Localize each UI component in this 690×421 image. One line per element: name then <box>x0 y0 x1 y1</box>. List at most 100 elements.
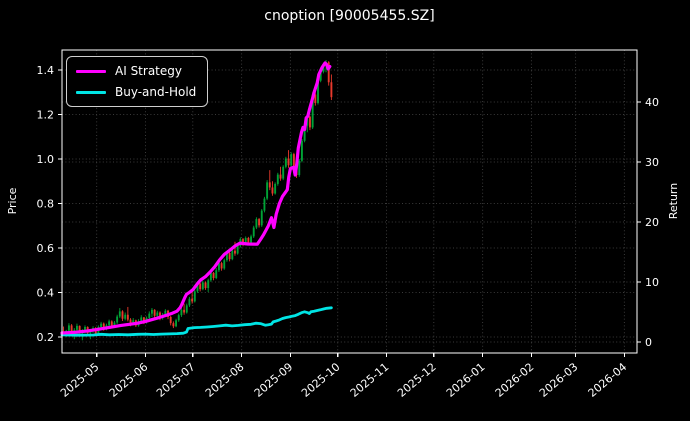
price-tick-label: 0.6 <box>37 242 55 255</box>
candle-down <box>330 82 333 98</box>
candle-down <box>78 325 81 333</box>
chart-title: cnoption [90005455.SZ] <box>264 8 435 24</box>
candle-up <box>108 321 111 326</box>
date-tick-label: 2025-08 <box>203 360 247 400</box>
candle-down <box>70 325 73 333</box>
candle-up <box>217 263 220 271</box>
date-tick-label: 2025-06 <box>107 360 151 400</box>
date-tick-label: 2025-07 <box>154 360 198 400</box>
legend-label-buy-and-hold: Buy-and-Hold <box>115 85 197 99</box>
candle-up <box>116 316 119 323</box>
candle-down <box>220 263 223 269</box>
return-tick-label: 10 <box>645 276 659 289</box>
candle-up <box>100 323 103 327</box>
candle-up <box>274 183 277 194</box>
candle-up <box>236 245 239 254</box>
candle-down <box>279 174 282 179</box>
price-tick-label: 1.0 <box>37 153 55 166</box>
candle-down <box>292 154 295 168</box>
candle-down <box>271 187 274 194</box>
date-tick-label: 2025-10 <box>299 360 343 400</box>
candle-up <box>311 94 314 128</box>
candle-up <box>140 317 143 321</box>
date-tick-label: 2025-12 <box>395 360 439 400</box>
buy-and-hold-line <box>60 306 333 337</box>
candle-down <box>102 323 105 330</box>
candle-up <box>89 331 92 333</box>
date-tick-label: 2026-03 <box>537 360 581 400</box>
candle-up <box>67 325 70 331</box>
candle-up <box>282 166 285 179</box>
price-tick-label: 0.2 <box>37 331 55 344</box>
price-tick-label: 1.2 <box>37 109 55 122</box>
candle-up <box>207 280 210 289</box>
candle-up <box>177 315 180 321</box>
candle-down <box>309 116 311 128</box>
candle-up <box>266 182 269 199</box>
candle-down <box>268 182 271 188</box>
candle-up <box>188 298 191 306</box>
return-tick-label: 40 <box>645 96 659 109</box>
date-tick-label: 2026-04 <box>586 360 630 400</box>
candle-up <box>132 320 135 325</box>
candle-down <box>314 94 317 103</box>
candle-down <box>234 250 236 254</box>
candle-down <box>242 239 244 244</box>
candle-up <box>300 140 303 161</box>
candle-up <box>193 291 196 302</box>
candle-up <box>124 314 127 319</box>
candle-up <box>252 227 255 237</box>
candle-up <box>263 198 266 211</box>
ai-strategy-line <box>60 61 332 335</box>
candle-up <box>290 154 293 166</box>
candle-up <box>201 282 204 290</box>
candle-up <box>255 219 258 228</box>
candle-up <box>180 309 183 316</box>
candle-down <box>183 309 186 313</box>
candle-up <box>319 71 322 81</box>
candle-up <box>298 160 301 176</box>
candle-up <box>260 210 263 226</box>
date-tick-label: 2026-01 <box>444 360 488 400</box>
candle-up <box>84 326 86 331</box>
candle-up <box>250 236 252 243</box>
candle-up <box>151 309 153 314</box>
candle-down <box>159 312 161 319</box>
candle-up <box>156 312 159 316</box>
legend-label-ai-strategy: AI Strategy <box>115 64 182 78</box>
candle-down <box>121 311 124 319</box>
candle-up <box>118 311 121 317</box>
date-tick-label: 2025-11 <box>348 360 392 400</box>
price-axis-label: Price <box>6 187 19 215</box>
candle-up <box>196 283 199 292</box>
legend-item-ai-strategy: AI Strategy <box>76 64 196 78</box>
candle-up <box>164 310 167 315</box>
candle-down <box>327 62 330 83</box>
candle-down <box>153 309 156 316</box>
legend-item-buy-and-hold: Buy-and-Hold <box>76 85 196 99</box>
candle-down <box>258 219 261 226</box>
candle-up <box>185 305 188 313</box>
candle-up <box>303 125 306 141</box>
candle-up <box>223 260 226 269</box>
date-tick-label: 2025-05 <box>58 360 102 400</box>
price-tick-label: 0.4 <box>37 286 55 299</box>
candle-down <box>228 252 231 260</box>
return-axis-label: Return <box>667 182 680 220</box>
candle-up <box>76 325 78 330</box>
candle-up <box>175 320 178 327</box>
candle-up <box>113 322 116 327</box>
ai-strategy-line-swatch <box>76 69 106 73</box>
candle-up <box>317 80 319 103</box>
candle-up <box>231 250 234 260</box>
candle-down <box>172 323 175 327</box>
return-tick-label: 0 <box>645 336 652 349</box>
date-tick-label: 2025-09 <box>252 360 296 400</box>
candle-down <box>191 298 194 302</box>
candle-up <box>215 270 218 279</box>
price-tick-label: 0.8 <box>37 198 55 211</box>
candle-up <box>209 272 212 281</box>
candle-up <box>284 158 287 167</box>
